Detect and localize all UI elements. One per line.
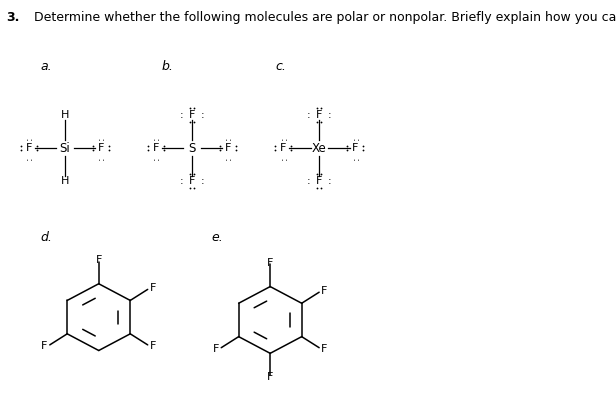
Text: :: :	[278, 156, 288, 160]
Text: F: F	[225, 143, 231, 153]
Text: S: S	[188, 142, 196, 155]
Text: :: :	[24, 156, 34, 160]
Text: :: :	[180, 176, 184, 186]
Text: Determine whether the following molecules are polar or nonpolar. Briefly explain: Determine whether the following molecule…	[25, 11, 616, 24]
Text: F: F	[26, 143, 32, 153]
Text: :: :	[328, 176, 331, 186]
Text: H: H	[61, 110, 69, 120]
Text: F: F	[316, 176, 323, 186]
Text: d.: d.	[41, 231, 53, 244]
Text: :: :	[201, 110, 205, 120]
Text: H: H	[61, 176, 69, 186]
Text: :: :	[96, 156, 106, 160]
Text: 3.: 3.	[6, 11, 19, 24]
Text: a.: a.	[41, 60, 52, 73]
Text: :: :	[201, 176, 205, 186]
Text: :: :	[351, 156, 360, 160]
Text: :: :	[307, 176, 310, 186]
Text: F: F	[267, 372, 274, 382]
Text: :: :	[307, 110, 310, 120]
Text: F: F	[280, 143, 286, 153]
Text: F: F	[321, 286, 328, 296]
Text: F: F	[95, 255, 102, 265]
Text: F: F	[150, 341, 156, 351]
Text: :: :	[151, 137, 161, 141]
Text: :: :	[223, 156, 233, 160]
Text: :: :	[24, 137, 34, 141]
Text: c.: c.	[275, 60, 286, 73]
Text: F: F	[189, 110, 195, 120]
Text: :: :	[328, 110, 331, 120]
Text: F: F	[41, 341, 47, 351]
Text: Xe: Xe	[312, 142, 326, 155]
Text: :: :	[223, 137, 233, 141]
Text: :: :	[96, 137, 106, 141]
Text: :: :	[278, 137, 288, 141]
Text: Si: Si	[60, 142, 70, 155]
Text: F: F	[98, 143, 104, 153]
Text: F: F	[321, 344, 328, 354]
Text: :: :	[351, 137, 360, 141]
Text: F: F	[150, 284, 156, 294]
Text: :: :	[151, 156, 161, 160]
Text: F: F	[213, 344, 219, 354]
Text: F: F	[316, 110, 323, 120]
Text: :: :	[180, 110, 184, 120]
Text: F: F	[352, 143, 359, 153]
Text: b.: b.	[161, 60, 173, 73]
Text: e.: e.	[212, 231, 224, 244]
Text: F: F	[189, 176, 195, 186]
Text: F: F	[153, 143, 160, 153]
Text: F: F	[267, 258, 274, 268]
